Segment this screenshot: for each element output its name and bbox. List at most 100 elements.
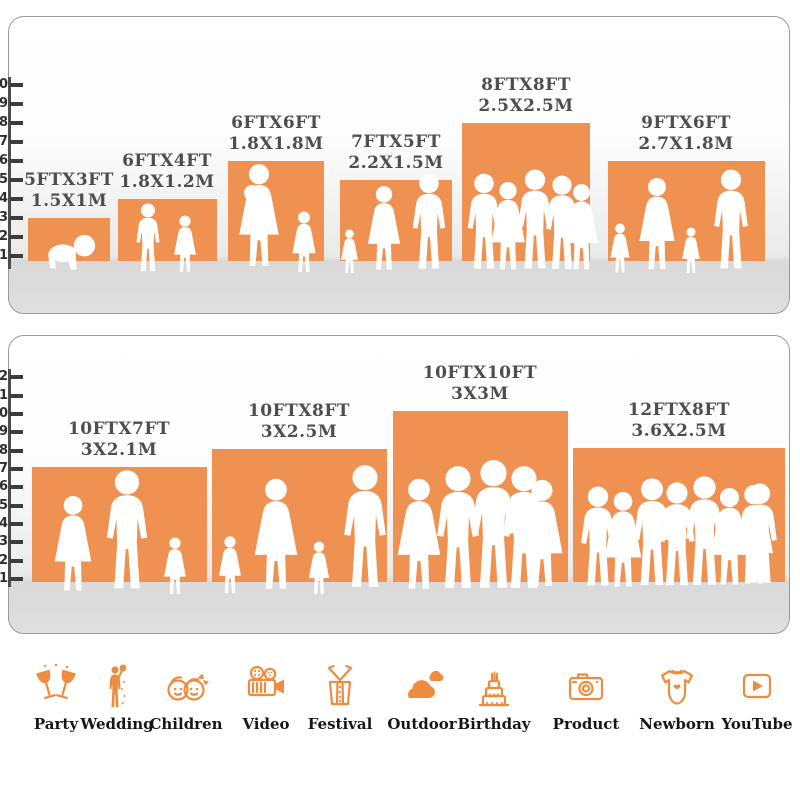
axis-tick [10, 467, 23, 471]
y-axis-label: 1 [0, 248, 8, 263]
axis-tick [10, 394, 23, 398]
category-label: Video [242, 715, 290, 733]
y-axis-label: 1 [0, 571, 8, 586]
category-birthday: Birthday [446, 660, 542, 733]
axis-tick [10, 430, 23, 434]
wedding-icon [109, 664, 127, 708]
size-meters: 2.7X1.8M [638, 134, 734, 154]
category-newborn: Newborn [629, 660, 725, 733]
y-axis-label: 8 [0, 115, 8, 130]
y-axis-label: 5 [0, 172, 8, 187]
y-axis-label: 4 [0, 516, 8, 531]
size-chart-panel-upper: 10 9 8 7 6 5 4 3 2 1 5FTX3FT 1.5X1M 6FTX… [0, 16, 790, 314]
axis-tick [10, 83, 23, 87]
axis-tick [10, 235, 23, 239]
bar-label: 6FTX6FT 1.8X1.8M [191, 113, 361, 155]
category-label: YouTube [721, 715, 793, 733]
axis-tick [10, 522, 23, 526]
birthday-icon [478, 671, 510, 707]
category-label: Product [552, 715, 620, 733]
size-meters: 3X2.1M [80, 440, 158, 460]
y-axis-label: 10 [0, 406, 8, 421]
size-meters: 3X3M [451, 384, 509, 404]
size-meters: 3.6X2.5M [631, 421, 727, 441]
baby-silhouette [48, 234, 96, 270]
size-meters: 1.8X1.2M [119, 172, 215, 192]
category-outdoor: Outdoor [374, 660, 470, 733]
size-meters: 2.5X2.5M [478, 96, 574, 116]
youtube-icon [742, 673, 772, 699]
outdoor-icon [408, 670, 444, 698]
bar-label: 7FTX5FT 2.2X1.5M [311, 132, 481, 174]
axis-tick [10, 412, 23, 416]
y-axis-label: 7 [0, 134, 8, 149]
y-axis-label: 9 [0, 96, 8, 111]
bar-label: 10FTX10FT 3X3M [395, 363, 565, 405]
group-silhouettes [467, 169, 598, 270]
axis-tick [10, 121, 23, 125]
size-feet: 6FTX6FT [231, 113, 321, 133]
newborn-icon [660, 669, 694, 705]
y-axis-label: 2 [0, 553, 8, 568]
category-product: Product [538, 660, 634, 733]
axis-tick [10, 140, 23, 144]
category-video: Video [218, 660, 314, 733]
size-chart-panel-lower: 12 11 10 9 8 7 6 5 4 3 2 1 10FTX7FT 3X2.… [0, 335, 790, 634]
axis-tick [10, 197, 23, 201]
y-axis-line [8, 77, 11, 269]
children-icon [167, 673, 209, 701]
crowd-silhouettes [581, 476, 777, 587]
size-feet: 10FTX8FT [247, 401, 351, 421]
axis-tick [10, 577, 23, 581]
mother-and-child-silhouettes [239, 164, 316, 272]
party-icon [36, 663, 76, 700]
family-of-four-silhouettes [610, 169, 748, 273]
group-silhouettes [397, 460, 563, 589]
size-meters: 3X2.5M [260, 422, 338, 442]
y-axis-label: 6 [0, 479, 8, 494]
size-feet: 9FTX6FT [641, 113, 731, 133]
family-silhouettes [54, 470, 186, 595]
bar-label: 8FTX8FT 2.5X2.5M [441, 75, 611, 117]
category-label: Party [33, 715, 79, 733]
category-youtube: YouTube [709, 660, 800, 733]
axis-tick [10, 504, 23, 508]
category-festival: Festival [292, 660, 388, 733]
y-axis-label: 3 [0, 534, 8, 549]
y-axis-label: 10 [0, 77, 8, 92]
axis-tick [10, 375, 23, 379]
y-axis-label: 5 [0, 498, 8, 513]
y-axis-label: 12 [0, 369, 8, 384]
bar-label: 10FTX7FT 3X2.1M [34, 419, 204, 461]
y-axis-label: 11 [0, 388, 8, 403]
axis-tick [10, 559, 23, 563]
y-axis-label: 9 [0, 424, 8, 439]
size-feet: 8FTX8FT [481, 75, 571, 95]
y-axis-label: 8 [0, 443, 8, 458]
y-axis-line [8, 369, 11, 587]
size-meters: 2.2X1.5M [348, 153, 444, 173]
axis-tick [10, 485, 23, 489]
video-icon [247, 665, 284, 697]
backdrop-bar-6x4ft [118, 199, 217, 261]
size-feet: 12FTX8FT [627, 400, 731, 420]
children-silhouettes [136, 203, 196, 273]
product-icon [568, 673, 604, 701]
bar-label: 9FTX6FT 2.7X1.8M [601, 113, 771, 155]
category-label: Children [149, 715, 223, 733]
axis-tick [10, 159, 23, 163]
category-label: Festival [307, 715, 373, 733]
festival-icon [327, 664, 353, 706]
category-label: Wedding [80, 715, 154, 733]
y-axis-label: 2 [0, 229, 8, 244]
bar-label: 10FTX8FT 3X2.5M [214, 401, 384, 443]
axis-tick [10, 216, 23, 220]
category-label: Outdoor [387, 715, 457, 733]
category-party: Party [8, 660, 104, 733]
family-of-three-silhouettes [341, 173, 446, 274]
family-of-four-silhouettes [219, 465, 386, 595]
category-label: Newborn [639, 715, 715, 733]
size-feet: 6FTX4FT [122, 151, 212, 171]
bar-label: 6FTX4FT 1.8X1.2M [82, 151, 252, 193]
